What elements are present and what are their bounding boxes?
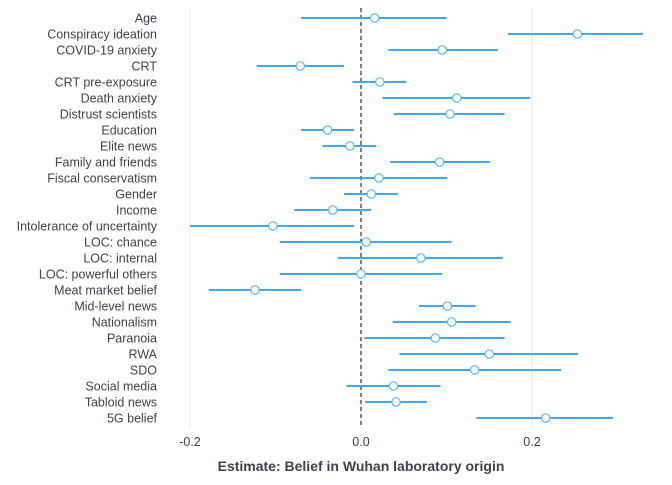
y-tick-label: Death anxiety	[81, 92, 158, 106]
y-tick-label: Mid-level news	[74, 300, 157, 314]
estimate-point	[446, 317, 457, 327]
y-tick-label: CRT	[132, 60, 158, 74]
y-tick-label: Fiscal conservatism	[47, 172, 157, 186]
estimate-point	[322, 125, 333, 135]
estimate-point	[345, 141, 355, 151]
y-tick-label: LOC: internal	[83, 252, 157, 266]
y-tick-label: COVID-19 anxiety	[56, 44, 157, 58]
y-tick-label: Social media	[85, 380, 157, 394]
estimate-point	[437, 45, 448, 55]
y-tick-label: LOC: chance	[84, 236, 157, 250]
estimate-point	[388, 381, 399, 391]
y-tick-label: Distrust scientists	[60, 108, 157, 122]
estimate-point	[361, 237, 371, 247]
y-tick-label: SDO	[130, 364, 157, 378]
y-tick-label: Meat market belief	[54, 284, 157, 298]
estimate-point	[445, 109, 455, 119]
estimate-point	[416, 253, 426, 263]
estimate-point	[391, 397, 401, 407]
estimate-point	[430, 333, 441, 343]
x-tick-label: 0.2	[523, 435, 540, 449]
estimate-point	[374, 173, 384, 183]
x-tick-label: 0.0	[352, 435, 369, 449]
y-tick-label: Conspiracy ideation	[47, 28, 157, 42]
estimate-point	[442, 301, 453, 311]
y-tick-label: Tabloid news	[85, 396, 157, 410]
y-tick-label: Age	[135, 12, 157, 26]
y-tick-label: LOC: powerful others	[39, 268, 157, 282]
y-tick-label: Education	[101, 124, 157, 138]
x-axis-tick-labels: -0.2 0.0 0.2	[179, 435, 541, 449]
estimate-point	[572, 29, 583, 39]
y-tick-label: Gender	[115, 188, 157, 202]
x-tick-label: -0.2	[179, 435, 201, 449]
estimate-point	[250, 285, 260, 295]
y-tick-label: Paranoia	[107, 332, 157, 346]
estimate-point	[366, 189, 377, 199]
estimate-point	[375, 77, 385, 87]
grid-layer	[189, 8, 533, 428]
point-layer	[250, 13, 583, 423]
y-axis-labels: Age Conspiracy ideation COVID-19 anxiety CR…	[17, 12, 158, 426]
estimate-point	[369, 13, 380, 23]
y-tick-label: Intolerance of uncertainty	[17, 220, 158, 234]
estimate-point	[434, 157, 445, 167]
x-axis-title: Estimate: Belief in Wuhan laboratory ori…	[218, 458, 505, 474]
y-tick-label: CRT pre-exposure	[55, 76, 157, 90]
estimate-point	[451, 93, 462, 103]
interval-layer	[190, 17, 644, 419]
estimate-point	[295, 61, 306, 71]
y-tick-label: Income	[116, 204, 157, 218]
y-tick-label: Nationalism	[92, 316, 157, 330]
estimate-point	[356, 269, 366, 279]
estimate-point	[469, 365, 480, 375]
estimate-point	[540, 413, 551, 423]
y-tick-label: 5G belief	[107, 412, 158, 426]
y-tick-label: Family and friends	[55, 156, 157, 170]
estimate-point	[484, 349, 495, 359]
y-tick-label: Elite news	[100, 140, 157, 154]
estimate-point	[268, 221, 278, 231]
estimate-point	[327, 205, 338, 215]
y-tick-label: RWA	[129, 348, 158, 362]
